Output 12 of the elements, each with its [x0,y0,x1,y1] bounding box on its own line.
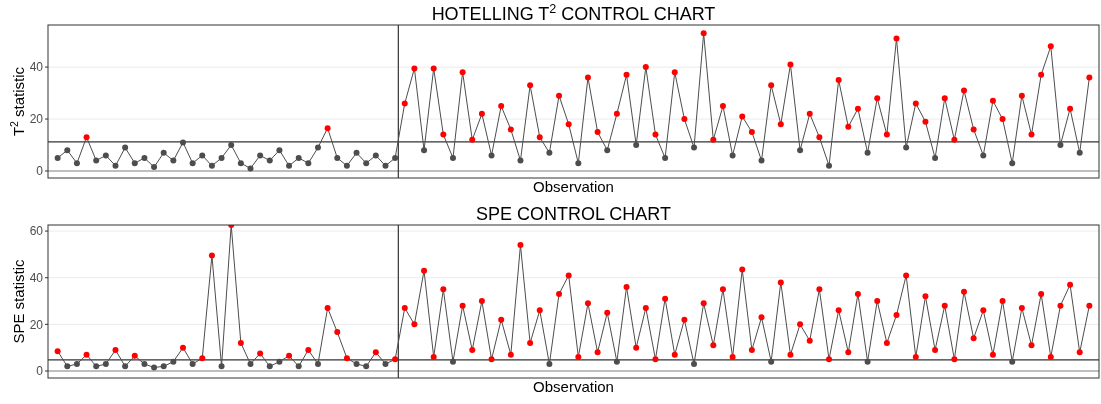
y-tick-label: 0 [36,364,44,379]
y-tick-label: 40 [29,270,44,285]
chart-title: HOTELLING T$^{2}$ CONTROL CHART [431,2,716,24]
y-tick-label: 40 [29,60,44,75]
y-axis-title: SPE statistic [10,258,27,344]
y-tick-label: 20 [29,112,44,127]
y-tick-label: 20 [29,317,44,332]
y-tick-label: 0 [36,164,44,179]
x-axis-title: Observation [533,378,614,395]
chart-title: SPE CONTROL CHART [475,204,672,224]
y-tick-label: 60 [29,224,44,239]
x-axis-title: Observation [533,178,614,195]
